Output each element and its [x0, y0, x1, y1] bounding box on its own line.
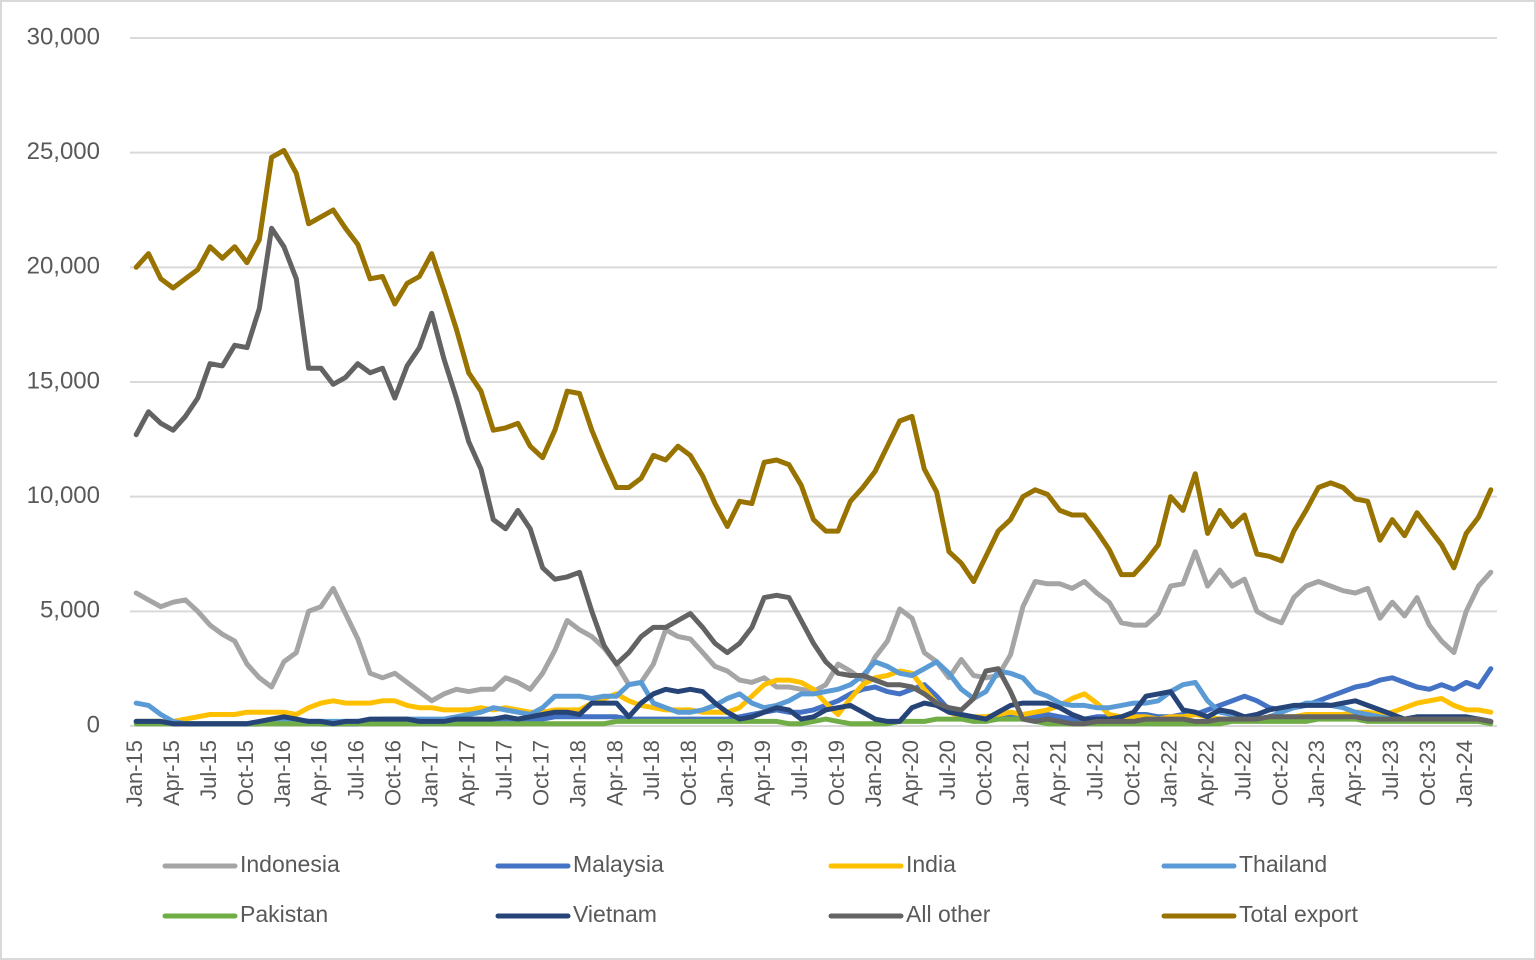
legend-label: India — [906, 851, 956, 877]
x-tick-label: Oct-15 — [233, 740, 258, 806]
x-tick-label: Jul-16 — [344, 740, 369, 800]
legend-label: All other — [906, 901, 991, 927]
x-tick-label: Jan-21 — [1009, 740, 1034, 807]
x-tick-label: Jan-20 — [861, 740, 886, 807]
x-tick-label: Jul-17 — [491, 740, 516, 800]
x-tick-label: Oct-21 — [1120, 740, 1145, 806]
y-tick-label: 15,000 — [27, 367, 100, 394]
x-tick-label: Jan-15 — [122, 740, 147, 807]
x-tick-label: Jul-15 — [196, 740, 221, 800]
x-tick-label: Oct-20 — [972, 740, 997, 806]
x-tick-label: Apr-15 — [159, 740, 184, 806]
x-tick-label: Apr-20 — [898, 740, 923, 806]
y-tick-label: 20,000 — [27, 253, 100, 280]
x-tick-label: Jul-20 — [935, 740, 960, 800]
x-tick-label: Jul-21 — [1083, 740, 1108, 800]
series-line — [133, 716, 1494, 727]
x-tick-label: Jan-24 — [1452, 740, 1477, 807]
y-tick-label: 10,000 — [27, 482, 100, 509]
x-tick-label: Apr-17 — [454, 740, 479, 806]
x-tick-label: Apr-18 — [602, 740, 627, 806]
x-tick-label: Oct-17 — [528, 740, 553, 806]
series-line — [133, 686, 1494, 727]
x-tick-label: Oct-16 — [381, 740, 406, 806]
y-tick-label: 25,000 — [27, 138, 100, 165]
series-line — [133, 147, 1494, 584]
x-tick-label: Apr-19 — [750, 740, 775, 806]
x-tick-label: Oct-18 — [676, 740, 701, 806]
y-tick-label: 0 — [87, 711, 100, 738]
x-tick-label: Apr-16 — [307, 740, 332, 806]
x-tick-label: Jan-19 — [713, 740, 738, 807]
y-tick-label: 5,000 — [40, 597, 100, 624]
x-tick-label: Jul-18 — [639, 740, 664, 800]
series-line — [133, 225, 1494, 727]
legend-label: Indonesia — [240, 851, 340, 877]
x-tick-label: Jul-22 — [1230, 740, 1255, 800]
x-tick-label: Jan-18 — [565, 740, 590, 807]
y-tick-label: 30,000 — [27, 23, 100, 50]
x-tick-label: Oct-22 — [1267, 740, 1292, 806]
legend-label: Total export — [1239, 901, 1359, 927]
x-tick-label: Oct-19 — [824, 740, 849, 806]
x-tick-label: Apr-23 — [1341, 740, 1366, 806]
legend-label: Vietnam — [573, 901, 657, 927]
x-tick-label: Jan-23 — [1304, 740, 1329, 807]
legend-label: Thailand — [1239, 851, 1327, 877]
x-tick-label: Oct-23 — [1415, 740, 1440, 806]
x-tick-label: Apr-21 — [1046, 740, 1071, 806]
x-tick-label: Jul-23 — [1378, 740, 1403, 800]
x-tick-label: Jul-19 — [787, 740, 812, 800]
legend-label: Malaysia — [573, 851, 664, 877]
x-tick-label: Jan-16 — [270, 740, 295, 807]
legend-label: Pakistan — [240, 901, 328, 927]
x-tick-label: Jan-22 — [1156, 740, 1181, 807]
x-tick-label: Jan-17 — [418, 740, 443, 807]
x-tick-label: Apr-22 — [1193, 740, 1218, 806]
